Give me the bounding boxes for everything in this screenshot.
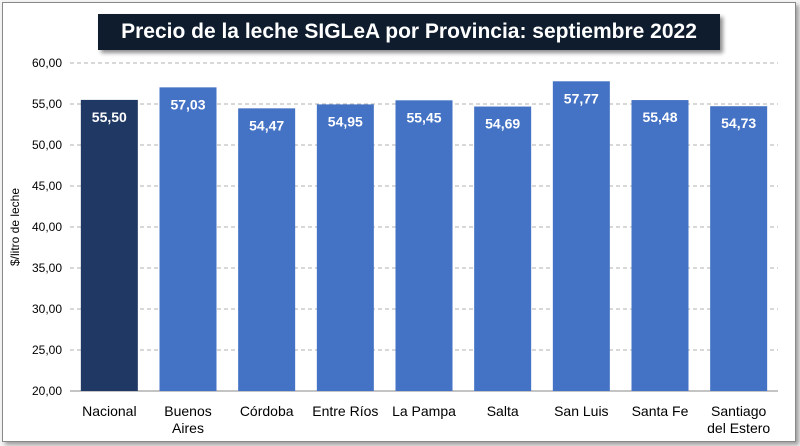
x-tick-label: Aires [172,420,204,436]
chart-title: Precio de la leche SIGLeA por Provincia:… [98,14,720,50]
bar [631,100,689,392]
y-tick-label: 25,00 [32,343,62,357]
x-tick-label: Salta [487,403,519,419]
x-tick-label: La Pampa [392,403,456,419]
y-axis-label: $/litro de leche [8,188,22,266]
bar [552,81,610,391]
data-label: 55,45 [406,109,441,125]
bars [80,81,768,392]
y-tick-label: 50,00 [32,138,62,152]
y-axis: 20,00 25,00 30,00 35,00 40,00 45,00 50,00 55,00… [32,56,62,398]
x-tick-label: del Estero [707,420,770,436]
data-label: 57,03 [170,96,205,112]
x-tick-label: Santa Fe [632,403,689,419]
bar [395,100,453,391]
y-tick-label: 45,00 [32,179,62,193]
data-label: 54,69 [485,116,520,132]
data-label: 54,73 [721,115,756,131]
bar [159,87,217,391]
x-tick-label: Entre Ríos [312,403,378,419]
y-tick-label: 20,00 [32,384,62,398]
x-tick-label: Santiago [711,403,766,419]
y-tick-label: 35,00 [32,261,62,275]
bar [316,104,374,391]
value-labels: 55,50 57,03 54,47 54,95 55,45 54,69 57,77 55,48… [92,90,757,133]
bar [474,106,532,392]
x-tick-label: Buenos [164,403,211,419]
data-label: 55,50 [92,109,127,125]
data-label: 57,77 [564,90,599,106]
y-tick-label: 40,00 [32,220,62,234]
data-label: 55,48 [642,109,677,125]
x-tick-label: Córdoba [240,403,294,419]
bar [238,108,296,391]
bar [80,99,138,392]
bar [710,106,768,392]
data-label: 54,95 [328,113,363,129]
x-tick-label: San Luis [554,403,608,419]
data-label: 54,47 [249,117,284,133]
y-tick-label: 30,00 [32,302,62,316]
x-tick-label: Nacional [82,403,136,419]
y-tick-label: 60,00 [32,56,62,70]
y-tick-label: 55,00 [32,97,62,111]
